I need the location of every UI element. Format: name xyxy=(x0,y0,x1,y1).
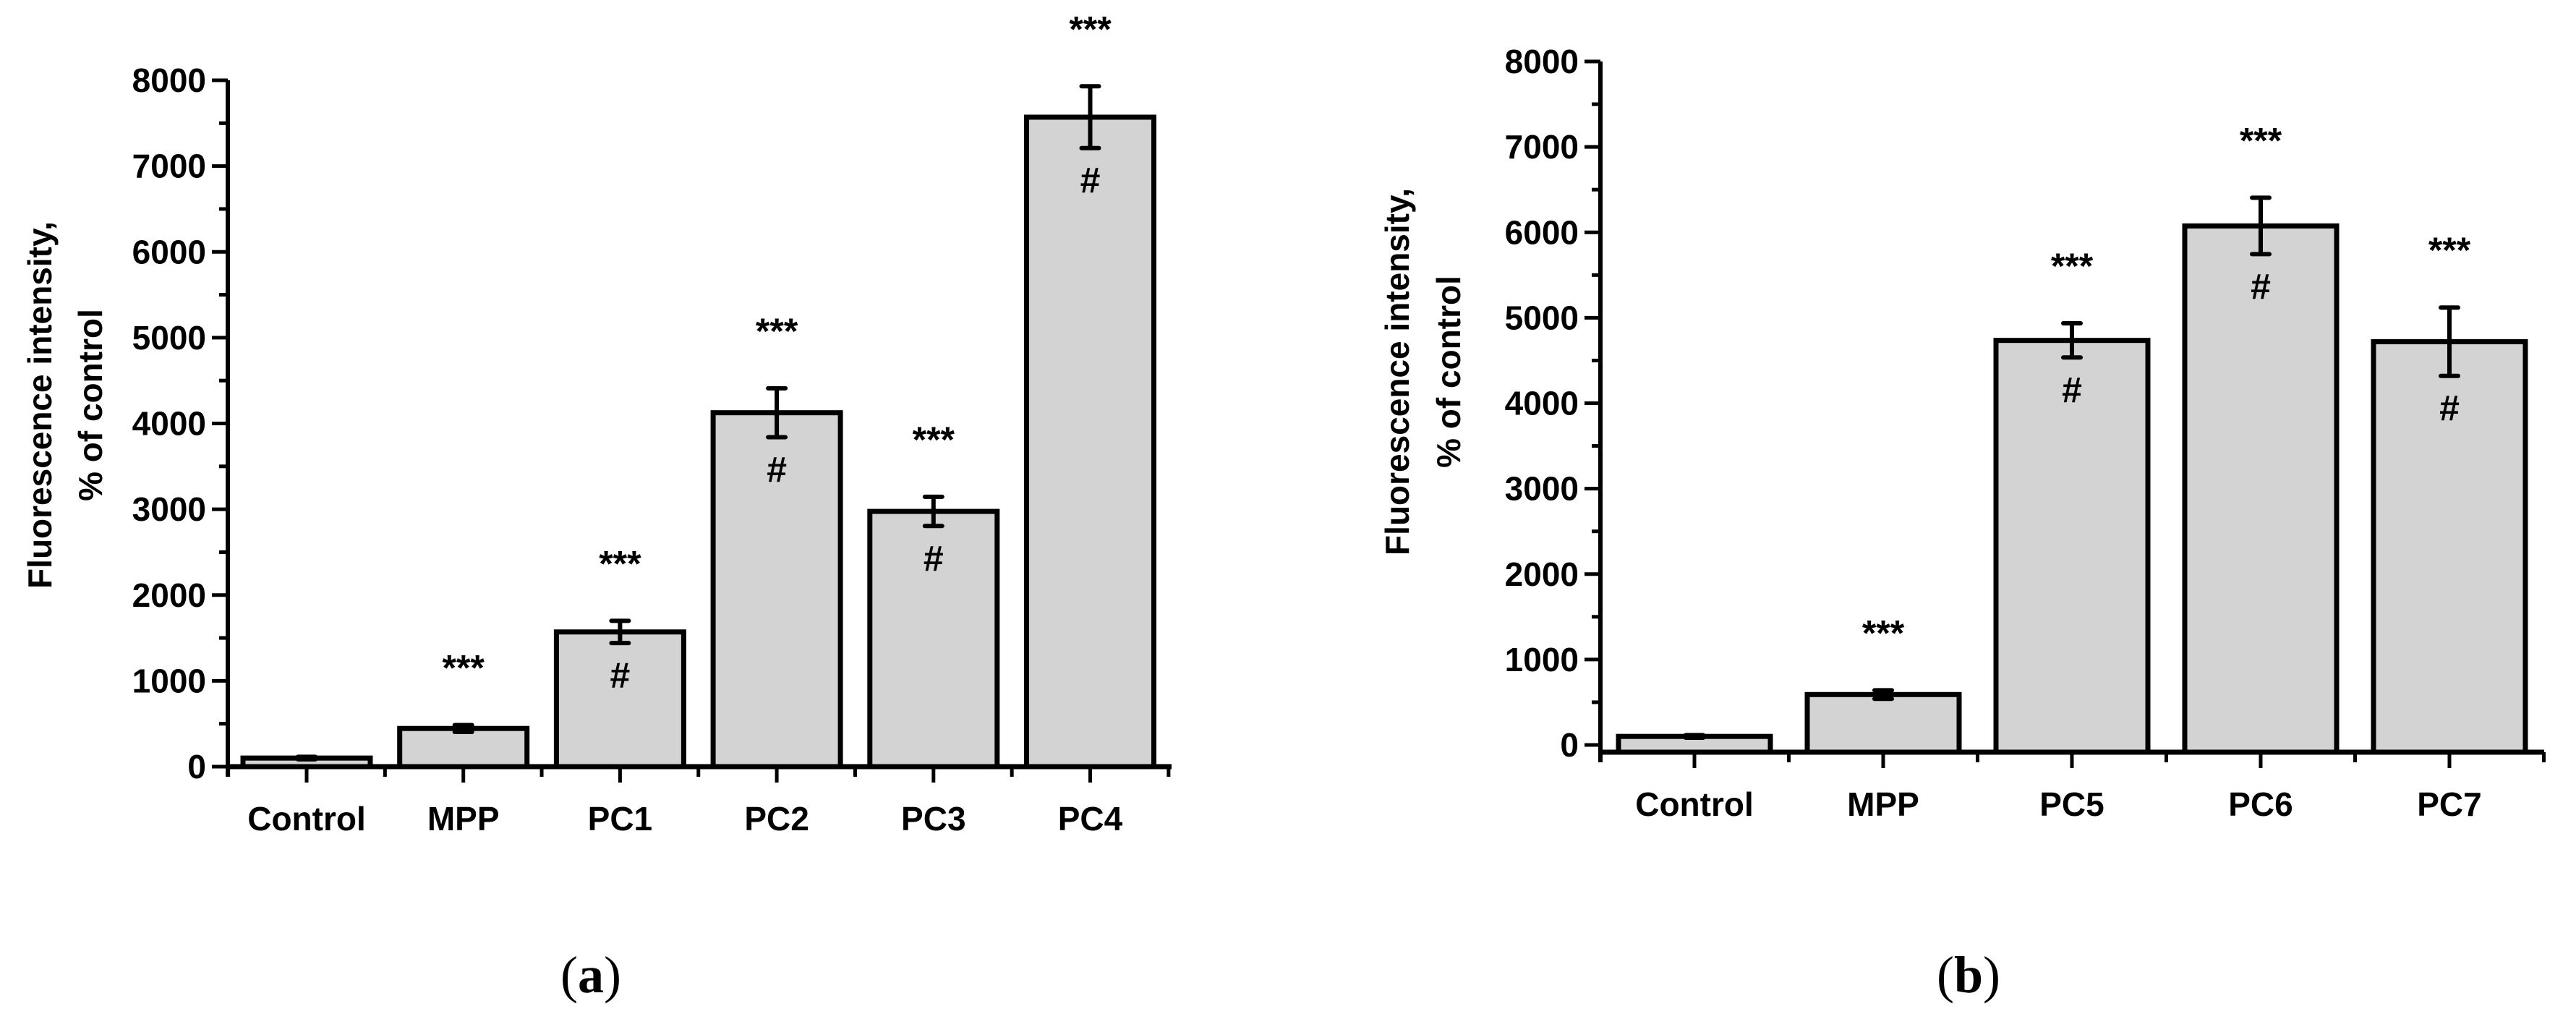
significance-hash: # xyxy=(2062,370,2082,410)
bar-pc4 xyxy=(1024,114,1156,770)
significance-hash: # xyxy=(2439,388,2460,429)
x-tick-label: Control xyxy=(247,800,366,838)
y-tick-label: 6000 xyxy=(1505,213,1579,251)
significance-stars: *** xyxy=(756,311,798,352)
bar-pc1 xyxy=(553,629,686,770)
y-tick-label: 1000 xyxy=(1505,641,1579,678)
y-tick-label: 7000 xyxy=(1505,128,1579,166)
y-tick-label: 7000 xyxy=(132,148,206,185)
x-tick-label: PC5 xyxy=(2039,785,2104,823)
y-tick-label: 0 xyxy=(1560,726,1579,764)
error-bar-pc1 xyxy=(609,618,631,646)
error-bar-mpp xyxy=(1872,688,1894,702)
significance-hash: # xyxy=(2251,266,2271,307)
y-tick-label: 5000 xyxy=(1505,299,1579,336)
x-tick-label: PC6 xyxy=(2228,785,2293,823)
x-tick-label: Control xyxy=(1635,785,1754,823)
significance-stars: *** xyxy=(1069,9,1112,49)
y-axis-title-line1: Fluorescence intensity, xyxy=(21,221,59,589)
significance-stars: *** xyxy=(913,419,955,460)
y-axis-title-line2: % of control xyxy=(72,309,109,501)
significance-stars: *** xyxy=(2428,230,2471,270)
y-tick-label: 2000 xyxy=(132,576,206,614)
error-bar-pc6 xyxy=(2250,195,2272,257)
significance-stars: *** xyxy=(443,647,485,688)
y-tick-label: 4000 xyxy=(132,405,206,443)
error-bar-pc4 xyxy=(1079,84,1101,150)
panel-b-bar-chart: Control *** MPP *** # PC5 *** # PC6 *** # PC7 0 1000 2… xyxy=(1378,43,2546,1004)
significance-hash: # xyxy=(610,655,630,696)
y-tick-label: 0 xyxy=(187,748,206,785)
y-tick-label: 4000 xyxy=(1505,385,1579,422)
panel-a-bar-chart: Control *** MPP *** # PC1 *** # PC2 *** # PC3 *** # PC… xyxy=(21,9,1172,1004)
panel-caption: (a) xyxy=(560,946,621,1004)
x-tick-label: PC1 xyxy=(588,800,652,838)
y-tick-label: 8000 xyxy=(132,61,206,99)
x-tick-label: PC3 xyxy=(901,800,965,838)
y-tick-label: 5000 xyxy=(132,319,206,357)
significance-hash: # xyxy=(924,538,944,579)
x-tick-label: PC7 xyxy=(2417,785,2481,823)
significance-hash: # xyxy=(767,449,787,490)
y-tick-label: 3000 xyxy=(132,490,206,528)
bar-pc5 xyxy=(1993,338,2151,755)
error-bar-pc2 xyxy=(766,385,788,440)
error-bar-control xyxy=(1684,733,1705,740)
y-axis-title-line2: % of control xyxy=(1430,276,1467,468)
bar-mpp xyxy=(1804,691,1962,755)
panel-caption: (b) xyxy=(1937,946,2000,1004)
bar-mpp xyxy=(397,725,530,770)
y-tick-label: 6000 xyxy=(132,233,206,270)
significance-stars: *** xyxy=(1862,613,1905,653)
significance-stars: *** xyxy=(599,543,641,584)
error-bar-mpp xyxy=(452,723,474,734)
error-bar-pc5 xyxy=(2061,321,2083,360)
y-tick-label: 3000 xyxy=(1505,470,1579,508)
x-tick-label: MPP xyxy=(427,800,500,838)
significance-hash: # xyxy=(1080,161,1101,201)
error-bar-pc3 xyxy=(922,494,944,529)
x-tick-label: PC2 xyxy=(744,800,809,838)
error-bar-pc7 xyxy=(2439,305,2460,378)
y-tick-label: 8000 xyxy=(1505,43,1579,80)
x-tick-label: MPP xyxy=(1847,785,1919,823)
y-tick-label: 2000 xyxy=(1505,555,1579,593)
x-tick-label: PC4 xyxy=(1058,800,1123,838)
y-tick-label: 1000 xyxy=(132,662,206,699)
significance-stars: *** xyxy=(2240,120,2282,161)
y-axis-title-line1: Fluorescence intensity, xyxy=(1378,188,1416,555)
significance-stars: *** xyxy=(2051,246,2094,286)
error-bar-control xyxy=(296,754,317,762)
